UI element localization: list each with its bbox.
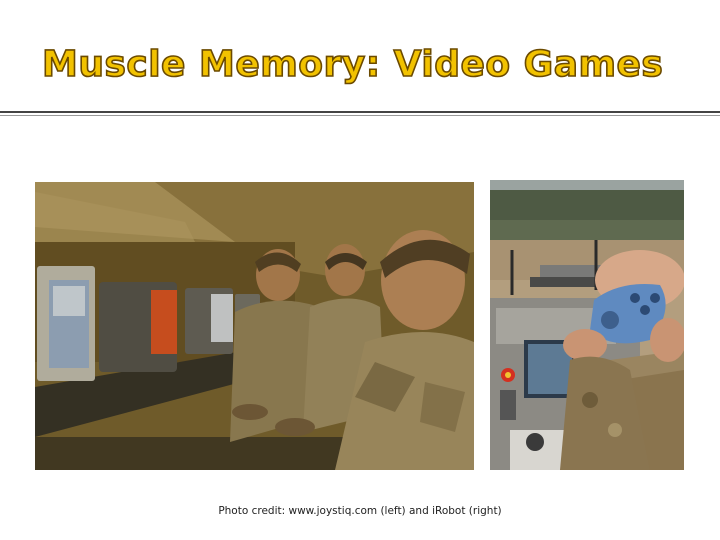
soldiers-gaming-photo [35,182,474,470]
robot-controller-photo [490,180,684,470]
soldiers-gaming-illustration [35,182,474,470]
slide-title: Muscle Memory: Video Games [41,43,664,86]
robot-controller-illustration [490,180,684,470]
title-divider-thin [0,115,720,116]
title-divider [0,111,720,113]
photo-credit-caption: Photo credit: www.joystiq.com (left) and… [218,505,502,517]
